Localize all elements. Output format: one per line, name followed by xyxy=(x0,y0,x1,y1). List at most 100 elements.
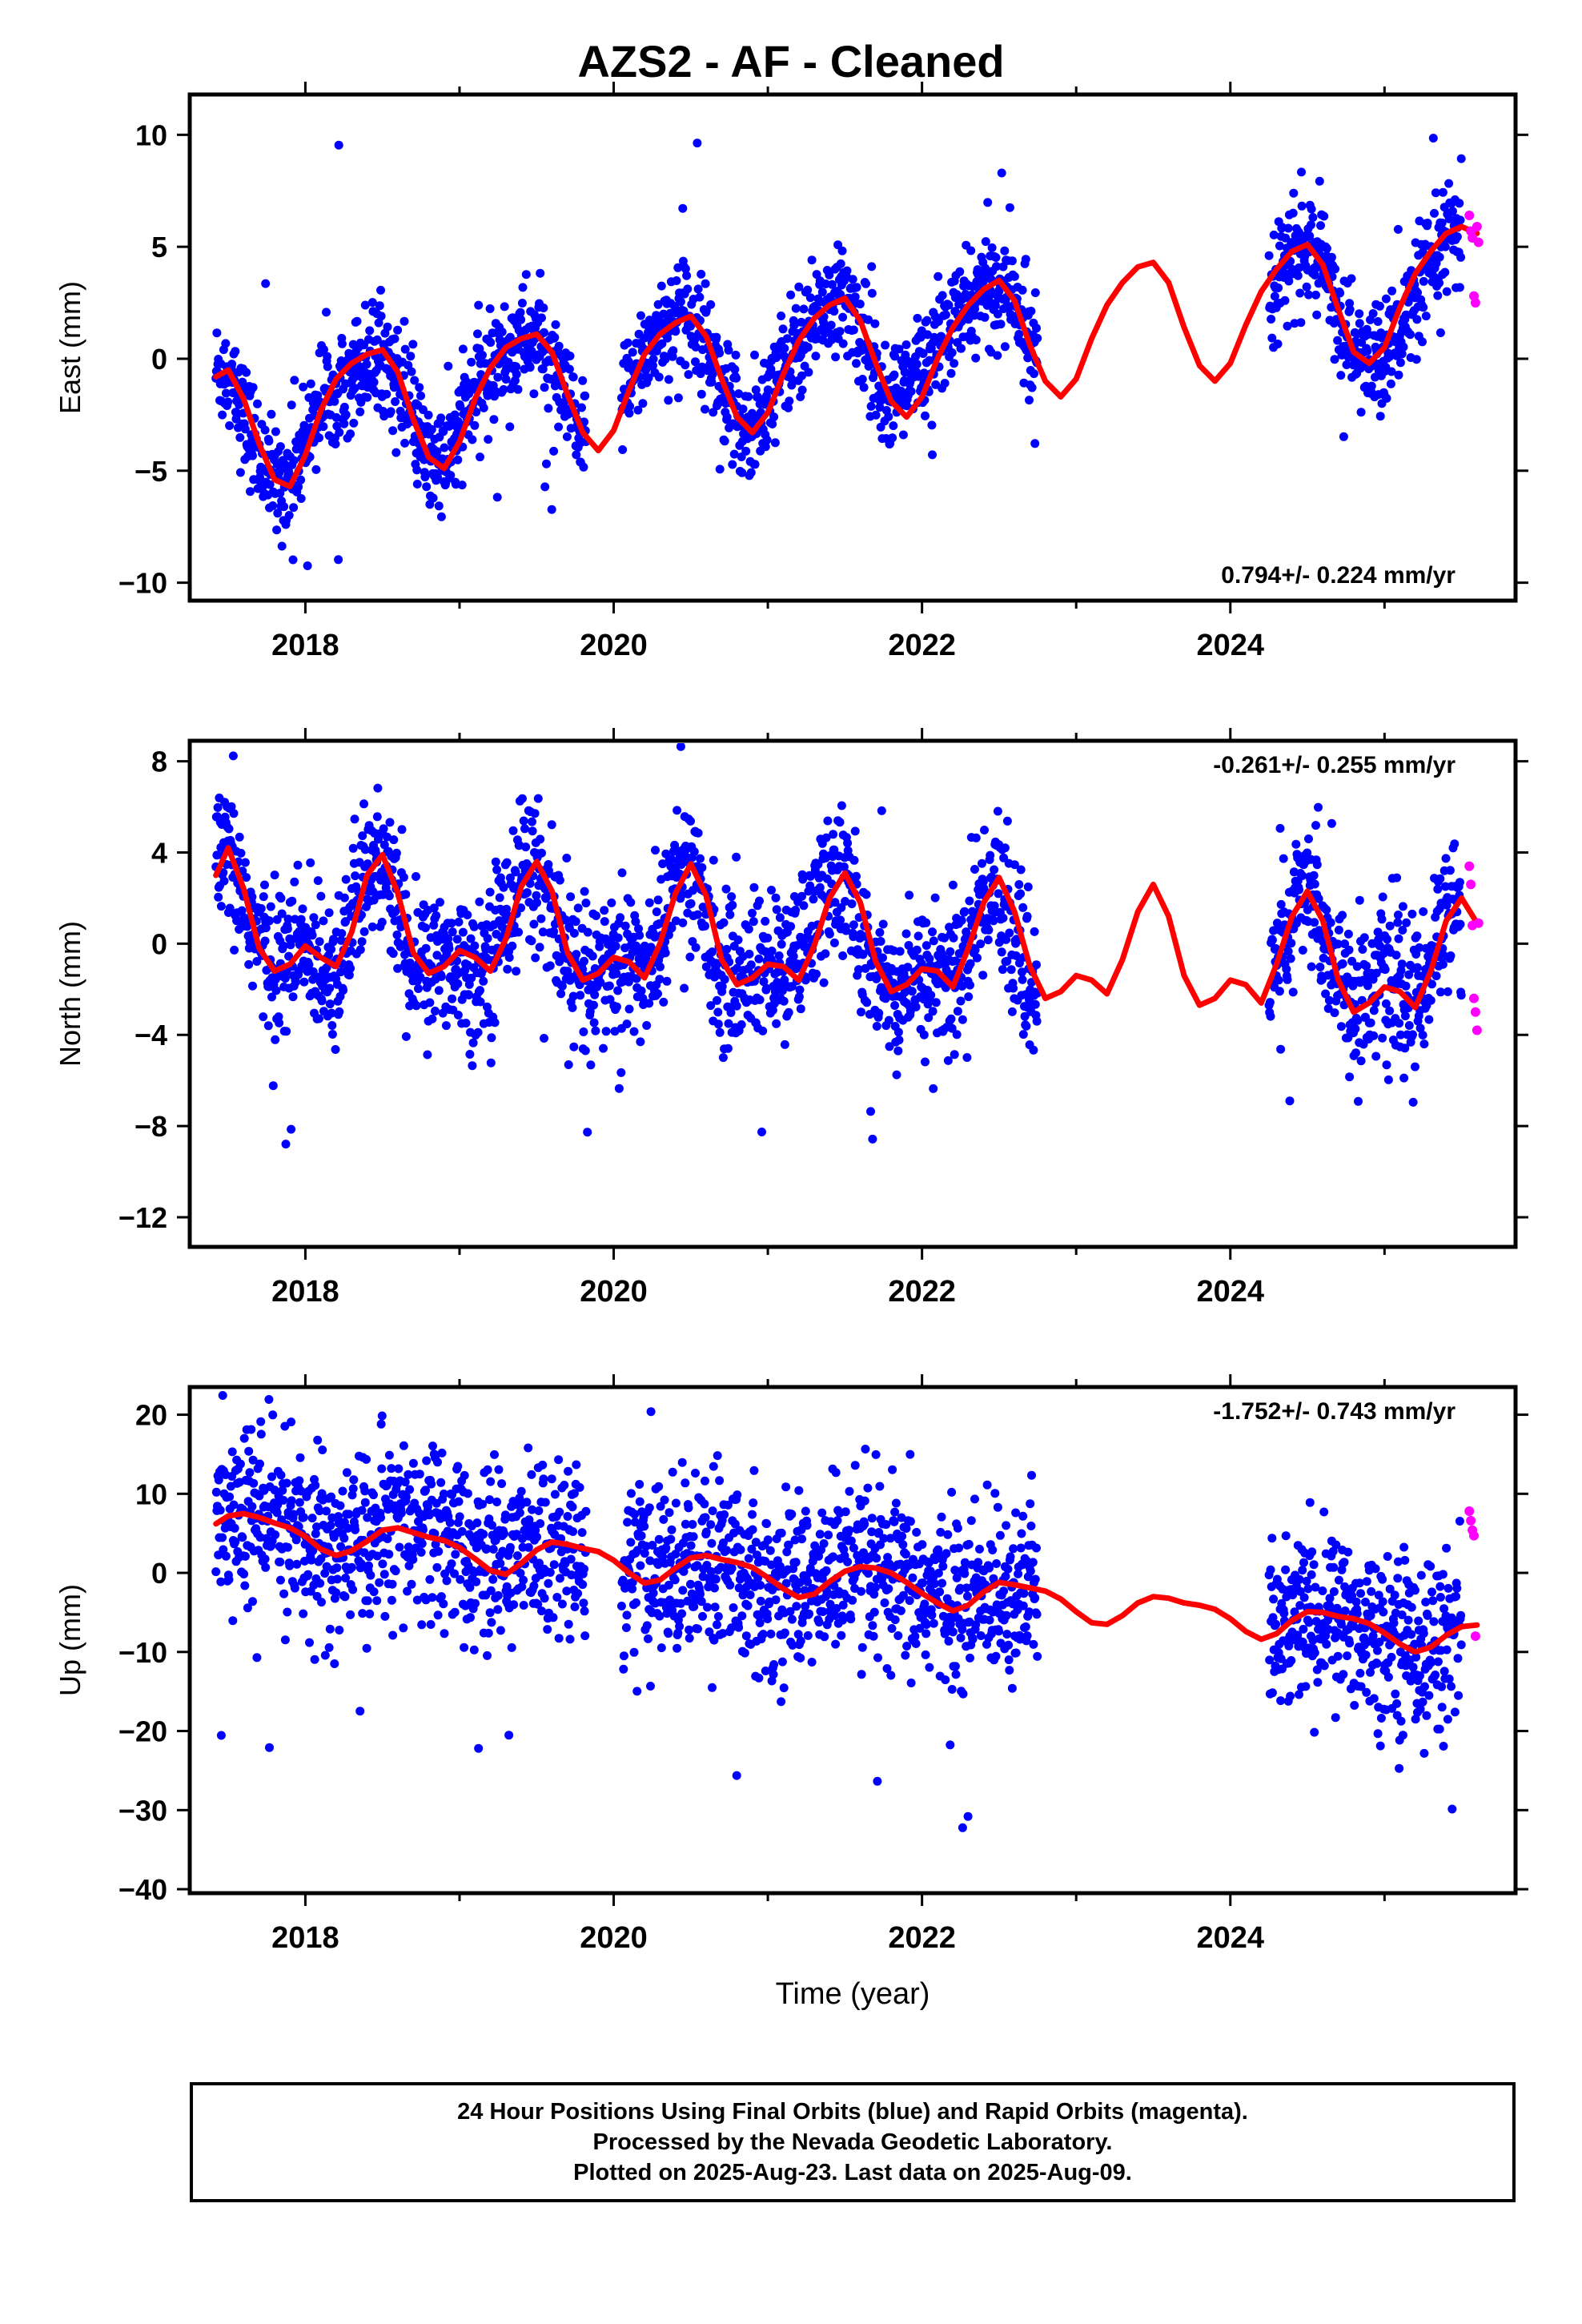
final-orbit-point xyxy=(780,975,789,985)
final-orbit-point xyxy=(797,371,806,380)
final-orbit-point xyxy=(763,385,773,395)
final-orbit-point xyxy=(1392,873,1402,883)
final-orbit-point xyxy=(280,974,290,983)
final-orbit-point xyxy=(490,1449,499,1459)
final-orbit-point xyxy=(1412,931,1422,941)
final-orbit-point xyxy=(1005,928,1014,938)
final-orbit-point xyxy=(450,1569,460,1578)
final-orbit-point xyxy=(901,929,911,939)
final-orbit-point xyxy=(492,493,502,502)
final-orbit-point xyxy=(336,967,346,977)
final-orbit-point xyxy=(949,933,958,943)
final-orbit-point xyxy=(306,379,315,388)
final-orbit-point xyxy=(1440,242,1450,251)
final-orbit-point xyxy=(334,140,343,150)
final-orbit-point xyxy=(543,891,552,900)
final-orbit-point xyxy=(360,1498,370,1507)
final-orbit-point xyxy=(530,809,540,818)
final-orbit-point xyxy=(440,1629,449,1638)
final-orbit-point xyxy=(762,983,771,993)
final-orbit-point xyxy=(970,865,979,874)
final-orbit-point xyxy=(540,383,549,392)
final-orbit-point xyxy=(252,1653,262,1663)
final-orbit-point xyxy=(1419,276,1428,286)
final-orbit-point xyxy=(469,922,479,931)
final-orbit-point xyxy=(1307,220,1315,230)
final-orbit-point xyxy=(475,897,484,907)
final-orbit-point xyxy=(537,313,546,323)
final-orbit-point xyxy=(288,555,298,565)
final-orbit-point xyxy=(388,426,398,436)
final-orbit-point xyxy=(384,891,394,901)
final-orbit-point xyxy=(329,935,339,944)
final-orbit-point xyxy=(436,972,446,981)
final-orbit-point xyxy=(866,401,876,411)
final-orbit-point xyxy=(1267,315,1276,324)
final-orbit-point xyxy=(384,1550,394,1559)
final-orbit-point xyxy=(514,927,524,937)
final-orbit-point xyxy=(650,932,660,942)
final-orbit-point xyxy=(1311,290,1320,300)
final-orbit-point xyxy=(550,381,560,391)
final-orbit-point xyxy=(723,1043,733,1053)
final-orbit-point xyxy=(837,801,846,810)
final-orbit-point xyxy=(487,1033,496,1043)
final-orbit-point xyxy=(407,367,416,376)
final-orbit-point xyxy=(722,412,732,422)
final-orbit-point xyxy=(691,342,701,352)
final-orbit-point xyxy=(468,435,477,444)
final-orbit-point xyxy=(275,1575,285,1585)
final-orbit-point xyxy=(485,304,495,313)
final-orbit-point xyxy=(244,1446,254,1456)
final-orbit-point xyxy=(1383,1075,1393,1084)
final-orbit-point xyxy=(383,322,392,332)
final-orbit-point xyxy=(337,339,347,348)
final-orbit-point xyxy=(279,941,288,951)
final-orbit-point xyxy=(1442,287,1452,296)
final-orbit-point xyxy=(993,806,1002,816)
final-orbit-point xyxy=(1347,956,1357,966)
final-orbit-point xyxy=(280,1421,290,1431)
final-orbit-point xyxy=(1413,287,1422,297)
final-orbit-point xyxy=(1033,333,1042,343)
final-orbit-point xyxy=(310,1655,319,1664)
final-orbit-point xyxy=(461,1019,471,1028)
final-orbit-point xyxy=(311,1529,320,1538)
final-orbit-point xyxy=(260,936,270,946)
y-tick-label: 0 xyxy=(151,927,167,960)
final-orbit-point xyxy=(235,468,245,477)
final-orbit-point xyxy=(279,1495,288,1505)
final-orbit-point xyxy=(550,332,560,342)
final-orbit-point xyxy=(516,315,526,324)
final-orbit-point xyxy=(1267,333,1277,343)
final-orbit-point xyxy=(1456,215,1465,225)
final-orbit-point xyxy=(772,1019,781,1028)
final-orbit-point xyxy=(355,407,365,416)
final-orbit-point xyxy=(744,392,753,401)
final-orbit-point xyxy=(359,799,368,809)
final-orbit-point xyxy=(282,1027,291,1036)
final-orbit-point xyxy=(1336,1022,1346,1031)
final-orbit-point xyxy=(341,1574,351,1582)
final-orbit-point xyxy=(855,300,865,309)
final-orbit-point xyxy=(965,896,974,906)
final-orbit-point xyxy=(545,665,554,674)
final-orbit-point xyxy=(611,942,620,951)
final-orbit-point xyxy=(1387,286,1397,296)
final-orbit-point xyxy=(693,828,703,838)
final-orbit-point xyxy=(701,404,709,414)
final-orbit-point xyxy=(325,999,335,1009)
final-orbit-point xyxy=(877,806,886,815)
final-orbit-point xyxy=(852,359,861,368)
final-orbit-point xyxy=(997,168,1006,178)
final-orbit-point xyxy=(387,1595,396,1605)
final-orbit-point xyxy=(1315,963,1325,971)
final-orbit-point xyxy=(376,1513,385,1522)
final-orbit-point xyxy=(319,422,328,432)
final-orbit-point xyxy=(1310,918,1319,927)
final-orbit-point xyxy=(532,898,541,907)
final-orbit-point xyxy=(1010,860,1019,870)
final-orbit-point xyxy=(483,1651,492,1660)
final-orbit-point xyxy=(676,297,685,307)
final-orbit-point xyxy=(803,343,813,352)
